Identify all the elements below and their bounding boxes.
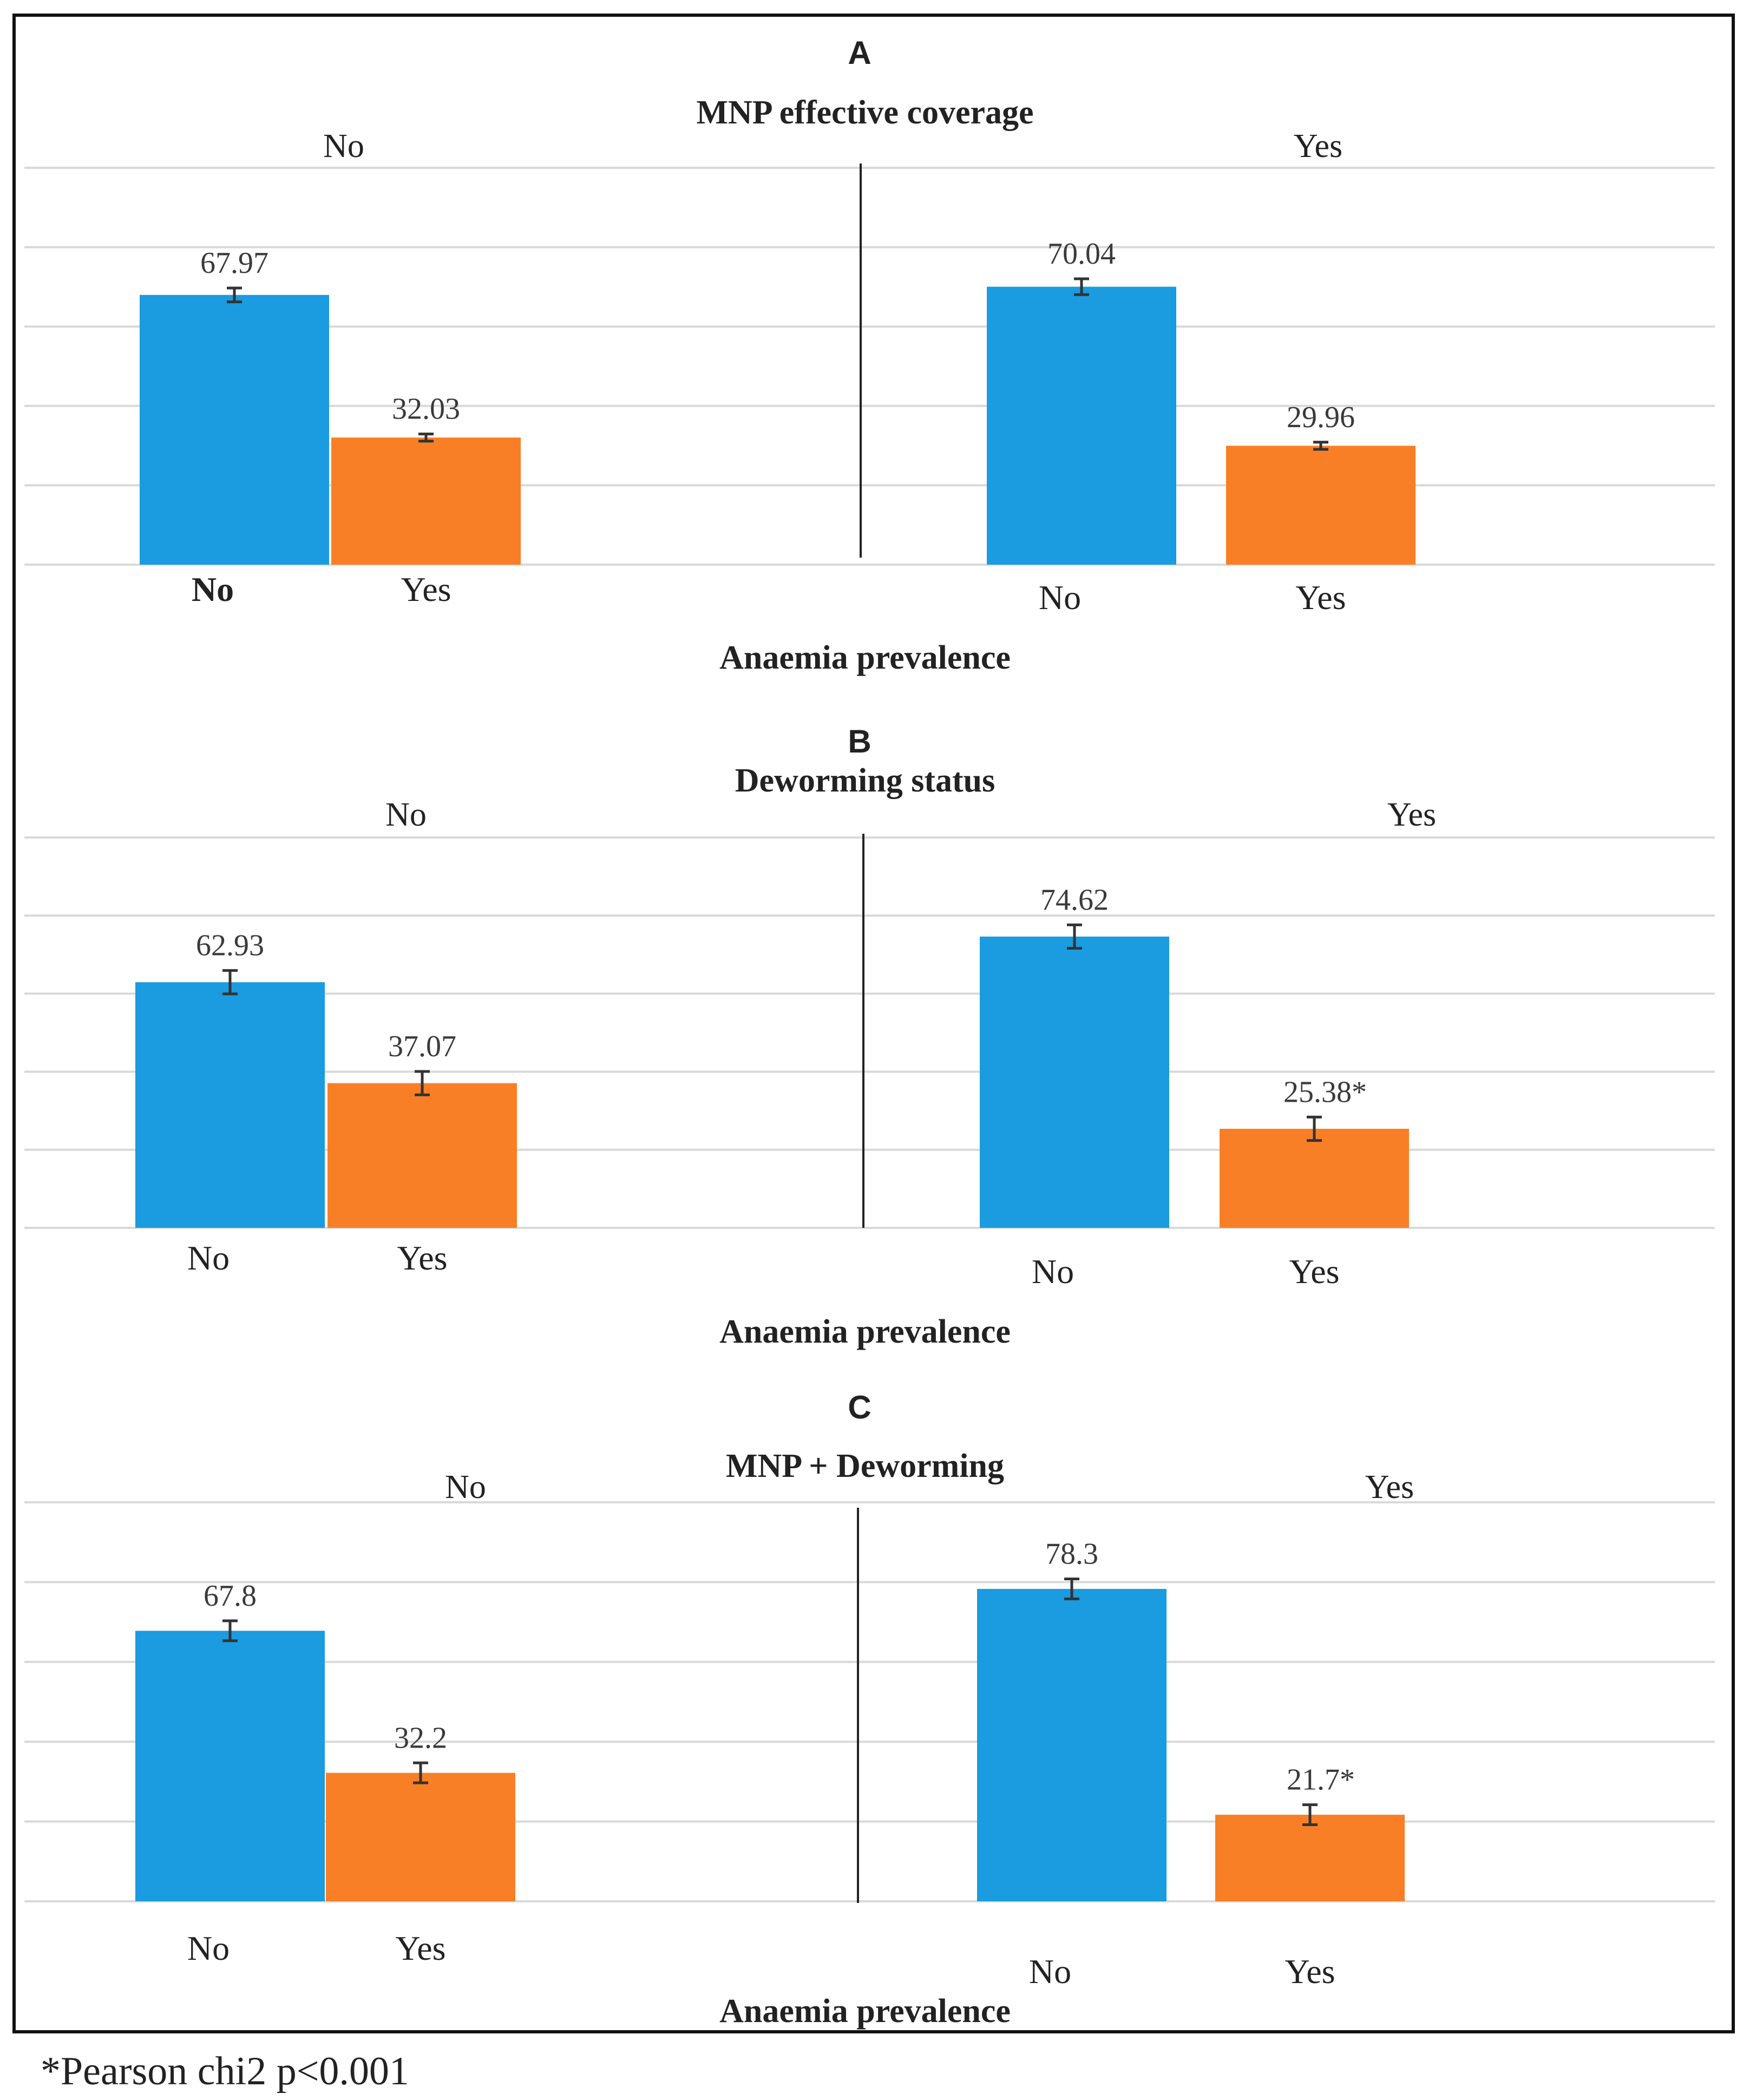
category-label: Yes <box>1295 578 1346 617</box>
category-label: Yes <box>401 570 451 609</box>
data-label: 37.07 <box>388 1030 456 1063</box>
bar <box>980 936 1169 1228</box>
group-label: Yes <box>1294 128 1342 165</box>
category-label: Yes <box>1289 1252 1339 1291</box>
x-axis-title: Anaemia prevalence <box>719 1993 1011 2030</box>
x-axis-title: Anaemia prevalence <box>719 1313 1011 1350</box>
bar-group-no: No 67.8 No 32.2 Yes <box>135 1469 515 1967</box>
group-label: No <box>323 128 364 165</box>
bar <box>1226 446 1416 565</box>
error-bar <box>222 1619 238 1643</box>
group-label: Yes <box>1365 1469 1414 1506</box>
error-bar <box>413 1761 428 1784</box>
data-label: 67.8 <box>204 1579 257 1613</box>
group-label: No <box>385 796 427 833</box>
bar <box>135 1631 325 1901</box>
error-bar <box>1074 277 1089 296</box>
error-bar <box>1067 923 1082 950</box>
chart-panel-a: A MNP effective coverage Anaemia prevalenc… <box>24 35 1715 676</box>
error-bar <box>1302 1803 1318 1826</box>
group-label: No <box>445 1469 486 1506</box>
panel-title: MNP effective coverage <box>696 94 1033 131</box>
error-bar <box>415 1070 430 1096</box>
panel-letter: B <box>848 723 871 760</box>
data-label: 74.62 <box>1040 883 1109 917</box>
panel-letter: A <box>848 35 871 71</box>
bar <box>1220 1129 1409 1228</box>
bar-group-no: No 67.97 No 32.03 Yes <box>140 128 521 609</box>
category-label: No <box>1032 1252 1074 1291</box>
error-bar <box>227 286 242 304</box>
bar <box>331 437 521 565</box>
group-label: Yes <box>1387 796 1436 833</box>
error-bar <box>1064 1578 1079 1600</box>
category-label: No <box>192 570 234 609</box>
data-label: 32.2 <box>394 1721 447 1755</box>
data-label: 78.3 <box>1045 1538 1098 1571</box>
chart-panel-c: C MNP + Deworming Anaemia prevalence No 67.8… <box>24 1389 1715 2030</box>
bar <box>977 1588 1167 1901</box>
data-label: 70.04 <box>1047 237 1116 271</box>
bar-group-yes: Yes 74.62 No 25.38* Yes <box>980 796 1436 1291</box>
bar <box>987 286 1176 565</box>
bar <box>327 1083 517 1228</box>
footnote: *Pearson chi2 p<0.001 <box>41 2049 409 2094</box>
panel-title: MNP + Deworming <box>726 1448 1004 1484</box>
category-label: No <box>1029 1952 1071 1991</box>
bar <box>140 295 329 565</box>
bar <box>326 1772 515 1901</box>
data-label: 21.7* <box>1287 1763 1355 1797</box>
category-label: Yes <box>395 1929 445 1967</box>
error-bar <box>222 969 238 996</box>
category-label: Yes <box>1285 1952 1335 1991</box>
panel-letter: C <box>848 1389 871 1425</box>
category-label: No <box>1039 578 1081 617</box>
category-label: No <box>187 1929 230 1967</box>
error-bar <box>1313 441 1328 451</box>
error-bar <box>418 433 434 443</box>
category-label: Yes <box>397 1239 447 1277</box>
error-bar <box>1307 1115 1322 1142</box>
data-label: 29.96 <box>1287 401 1355 434</box>
bar <box>1215 1815 1405 1901</box>
bar-group-yes: Yes 70.04 No 29.96 Yes <box>987 128 1416 617</box>
x-axis-title: Anaemia prevalence <box>719 639 1011 676</box>
bar-group-yes: Yes 78.3 No 21.7* Yes <box>977 1469 1414 1991</box>
bar <box>135 982 325 1228</box>
panels: A MNP effective coverage Anaemia prevalenc… <box>24 35 1715 2030</box>
data-label: 32.03 <box>392 392 460 426</box>
bar-group-no: No 62.93 No 37.07 Yes <box>135 796 517 1277</box>
data-label: 67.97 <box>200 246 268 280</box>
data-label: 62.93 <box>196 929 264 963</box>
panel-title: Deworming status <box>735 762 995 799</box>
category-label: No <box>187 1239 230 1277</box>
data-label: 25.38* <box>1283 1075 1367 1109</box>
